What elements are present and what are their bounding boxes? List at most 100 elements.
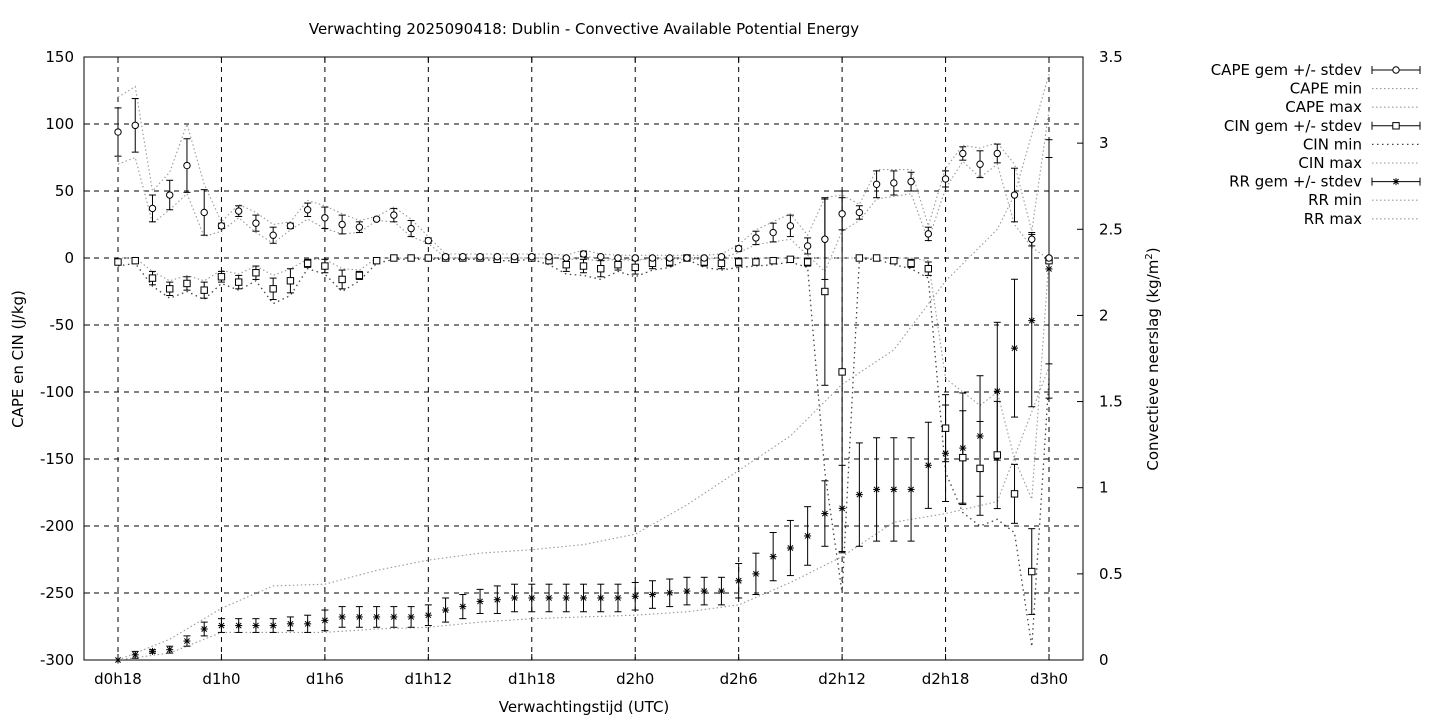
cin-marker — [838, 368, 846, 376]
cape-point — [1045, 254, 1053, 262]
rr-point — [683, 576, 691, 606]
legend-marker — [1392, 122, 1400, 130]
cape-marker — [459, 252, 467, 261]
rr-marker — [597, 594, 605, 602]
y-tick-label: 0 — [64, 249, 74, 267]
cape-marker — [183, 161, 191, 170]
cin-point — [269, 277, 277, 301]
cape-point — [269, 226, 277, 244]
cape-marker — [562, 254, 570, 262]
legend-label: CIN max — [1298, 154, 1362, 172]
rr-marker — [442, 606, 450, 614]
cape-marker — [338, 220, 346, 229]
legend-item: CAPE max — [1285, 98, 1420, 116]
cape-marker — [493, 252, 501, 261]
marker-stroke — [597, 595, 604, 601]
cape-point — [959, 146, 967, 161]
cape-point — [648, 254, 657, 262]
cin-marker — [148, 274, 157, 282]
rr-marker — [114, 656, 122, 664]
rr-point — [424, 604, 432, 627]
cape-point — [786, 214, 795, 238]
cape-point — [286, 222, 295, 230]
rr-point — [890, 437, 898, 542]
rr-marker — [890, 485, 898, 493]
cin-marker — [890, 256, 898, 265]
rr-point — [562, 583, 570, 613]
legend-label: CAPE max — [1285, 98, 1362, 116]
marker-stroke — [321, 617, 328, 624]
cape-point — [424, 236, 433, 245]
y2-tick-label: 3 — [1099, 134, 1109, 152]
cin-point — [390, 254, 398, 262]
cin-marker — [907, 259, 915, 268]
cape-point — [941, 170, 950, 188]
cin-marker — [924, 265, 933, 273]
y2-tick-label: 2.5 — [1099, 220, 1123, 238]
marker-stroke — [149, 648, 156, 655]
x-tick-label: d3h0 — [1030, 670, 1068, 688]
rr-marker — [752, 570, 760, 578]
cin-marker — [941, 424, 950, 432]
cin-marker — [252, 269, 260, 277]
x-tick-label: d0h18 — [94, 670, 142, 688]
rr-point — [183, 635, 191, 647]
cape-marker — [597, 252, 605, 261]
x-tick-label: d1h0 — [202, 670, 240, 688]
legend-item: RR max — [1304, 210, 1420, 228]
rr-point — [545, 583, 553, 613]
rr-marker — [200, 625, 208, 633]
rr-point — [631, 581, 639, 611]
rr-point — [717, 576, 725, 606]
rr-point — [355, 606, 363, 628]
cin-point — [131, 256, 139, 265]
cape-point — [872, 170, 881, 199]
cape-point — [734, 244, 743, 253]
cape-point — [528, 252, 536, 261]
cape-point — [666, 254, 674, 262]
cape-point — [166, 179, 174, 211]
legend-item: RR gem +/- stdev — [1229, 173, 1421, 191]
ticks-layer: d0h18 d1h0 d1h6 d1h12 d1h18 d2h0 d2h6 d2h12 d2h1… — [40, 48, 1123, 688]
marker-stroke — [804, 533, 811, 539]
cin-point — [200, 281, 208, 299]
cin-marker — [872, 254, 881, 262]
cin-point — [597, 260, 605, 278]
cape-marker — [510, 252, 519, 261]
rr-marker — [683, 587, 691, 595]
y2-axis-label-sup: 2 — [1144, 253, 1155, 259]
cape-marker — [769, 228, 777, 237]
cin-marker — [631, 263, 639, 272]
rr-marker — [166, 646, 174, 654]
x-tick-label: d2h6 — [720, 670, 758, 688]
rr-point — [252, 618, 260, 633]
cin-point — [252, 265, 260, 280]
rr-marker — [545, 594, 553, 602]
cape-marker — [303, 206, 312, 214]
marker-stroke — [408, 613, 415, 620]
cin-marker — [424, 254, 433, 262]
rr-marker — [304, 620, 312, 628]
cin-point — [924, 261, 933, 276]
cin-point — [217, 270, 226, 283]
marker-stroke — [235, 622, 242, 629]
legend-item: CAPE gem +/- stdev — [1211, 61, 1421, 79]
rr-marker — [666, 589, 674, 597]
cape-point — [390, 207, 398, 223]
cin-max-line — [118, 257, 1050, 500]
rr-marker — [786, 544, 794, 552]
rr-marker — [131, 651, 139, 659]
rr-point — [286, 616, 294, 632]
cape-marker — [528, 252, 536, 261]
cape-point — [631, 254, 639, 262]
marker-stroke — [1011, 345, 1018, 352]
rr-marker — [614, 594, 622, 602]
cin-point — [855, 254, 864, 262]
cin-marker — [821, 287, 829, 296]
cape-marker — [614, 254, 622, 262]
cape-marker — [545, 252, 553, 261]
cape-marker — [424, 236, 433, 245]
cin-marker — [597, 265, 605, 273]
cape-marker — [683, 254, 691, 262]
cin-point — [338, 269, 346, 290]
